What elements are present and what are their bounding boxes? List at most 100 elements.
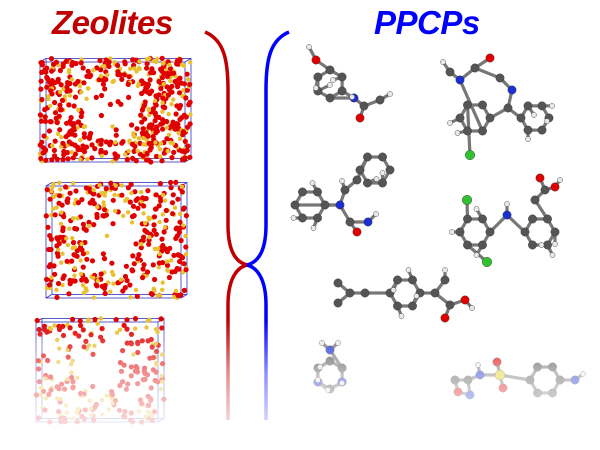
oxygen-atom <box>181 287 187 293</box>
oxygen-atom <box>74 248 80 254</box>
O-atom <box>440 313 450 323</box>
silicon-atom <box>63 403 69 408</box>
oxygen-atom <box>33 392 40 398</box>
oxygen-atom <box>80 221 86 227</box>
oxygen-atom <box>128 331 135 337</box>
oxygen-atom <box>133 364 139 370</box>
silicon-atom <box>48 326 54 332</box>
silicon-atom <box>159 373 164 379</box>
oxygen-atom <box>71 125 77 131</box>
oxygen-atom <box>48 56 55 62</box>
silicon-atom <box>123 152 128 157</box>
oxygen-atom <box>169 89 175 95</box>
H-atom <box>390 287 397 293</box>
silicon-atom <box>160 379 165 384</box>
silicon-atom <box>105 72 110 78</box>
oxygen-atom <box>162 105 168 111</box>
oxygen-atom <box>139 130 145 136</box>
oxygen-atom <box>137 140 143 146</box>
C-atom <box>523 125 533 135</box>
silicon-atom <box>91 187 96 193</box>
C-atom <box>352 175 362 185</box>
pyrimidine-drug <box>313 340 347 394</box>
oxygen-atom <box>76 333 82 339</box>
silicon-atom <box>85 319 91 324</box>
C-atom <box>325 65 335 75</box>
silicon-atom <box>66 67 72 73</box>
oxygen-atom <box>70 155 76 161</box>
silicon-atom <box>160 287 165 292</box>
oxygen-atom <box>51 147 58 153</box>
C-atom <box>516 113 526 123</box>
oxygen-atom <box>172 268 178 275</box>
oxygen-atom <box>123 386 129 392</box>
C-atom <box>463 100 472 110</box>
C-atom <box>298 213 307 223</box>
C-atom <box>537 101 547 111</box>
oxygen-atom <box>67 344 73 350</box>
C-atom <box>325 93 335 103</box>
oxygen-atom <box>134 126 140 132</box>
oxygen-atom <box>170 192 176 198</box>
oxygen-atom <box>152 409 158 415</box>
oxygen-atom <box>36 326 42 333</box>
oxygen-atom <box>109 185 115 191</box>
zeolite-structures <box>33 55 193 425</box>
silicon-atom <box>60 251 65 256</box>
oxygen-atom <box>142 88 148 94</box>
oxygen-atom <box>141 102 148 108</box>
oxygen-atom <box>65 354 71 360</box>
silicon-atom <box>143 220 148 226</box>
H-atom <box>538 242 545 248</box>
silicon-atom <box>49 189 54 194</box>
oxygen-atom <box>160 117 166 123</box>
silicon-atom <box>163 198 168 203</box>
C-atom <box>550 227 560 237</box>
silicon-atom <box>158 154 163 159</box>
O-atom <box>352 227 362 237</box>
oxygen-atom <box>135 381 141 387</box>
oxygen-atom <box>89 155 95 161</box>
silicon-atom <box>135 148 140 154</box>
oxygen-atom <box>144 65 150 71</box>
C-atom <box>533 388 542 398</box>
silicon-atom <box>169 102 174 107</box>
C-atom <box>333 298 343 308</box>
oxygen-atom <box>64 198 70 204</box>
H-atom <box>447 120 453 126</box>
silicon-atom <box>141 211 146 216</box>
silicon-atom <box>129 220 135 225</box>
unit-cell-edge <box>45 294 53 299</box>
oxygen-atom <box>153 369 159 375</box>
oxygen-atom <box>144 61 150 67</box>
oxygen-atom <box>103 186 109 192</box>
silicon-atom <box>157 147 163 152</box>
oxygen-atom <box>121 362 127 368</box>
silicon-atom <box>136 65 142 71</box>
oxygen-atom <box>153 192 159 198</box>
oxygen-atom <box>57 127 63 133</box>
oxygen-atom <box>35 415 42 421</box>
silicon-atom <box>58 89 63 95</box>
oxygen-atom <box>52 99 58 106</box>
C-atom <box>378 152 387 162</box>
silicon-atom <box>61 86 66 92</box>
oxygen-atom <box>80 327 86 333</box>
oxygen-atom <box>100 213 106 219</box>
oxygen-atom <box>73 188 79 194</box>
H-atom <box>349 94 355 100</box>
oxygen-atom <box>52 271 58 277</box>
silicon-atom <box>121 213 126 219</box>
N-atom <box>475 370 485 380</box>
H-atom <box>580 371 586 377</box>
C-atom <box>478 100 487 110</box>
silicon-atom <box>183 252 189 257</box>
C-atom <box>430 288 440 298</box>
silicon-atom <box>160 280 165 285</box>
oxygen-atom <box>72 94 79 100</box>
silicon-atom <box>50 184 55 190</box>
oxygen-atom <box>130 253 136 259</box>
unit-cell-edge <box>45 182 53 187</box>
oxygen-atom <box>88 332 94 338</box>
silicon-atom <box>153 327 159 332</box>
